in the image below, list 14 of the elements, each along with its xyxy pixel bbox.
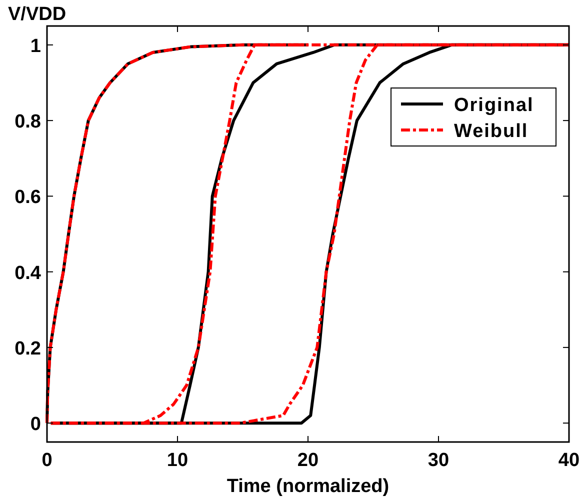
y-tick-label: 1 xyxy=(30,36,42,57)
y-tick-label: 0.2 xyxy=(14,338,41,360)
y-tick-label: 0.8 xyxy=(14,112,41,133)
y-tick-label: 0.4 xyxy=(14,262,42,284)
x-tick-label: 40 xyxy=(558,450,580,471)
y-axis-title: V/VDD xyxy=(8,4,66,25)
legend-label: Original xyxy=(454,95,534,116)
legend-label: Weibull xyxy=(454,121,528,142)
x-tick-label: 30 xyxy=(428,450,450,471)
x-tick-label: 10 xyxy=(166,450,188,471)
x-axis-title: Time (normalized) xyxy=(226,476,390,497)
x-tick-label: 20 xyxy=(297,450,319,471)
y-tick-label: 0.6 xyxy=(14,187,41,208)
y-tick-label: 0 xyxy=(30,414,41,436)
